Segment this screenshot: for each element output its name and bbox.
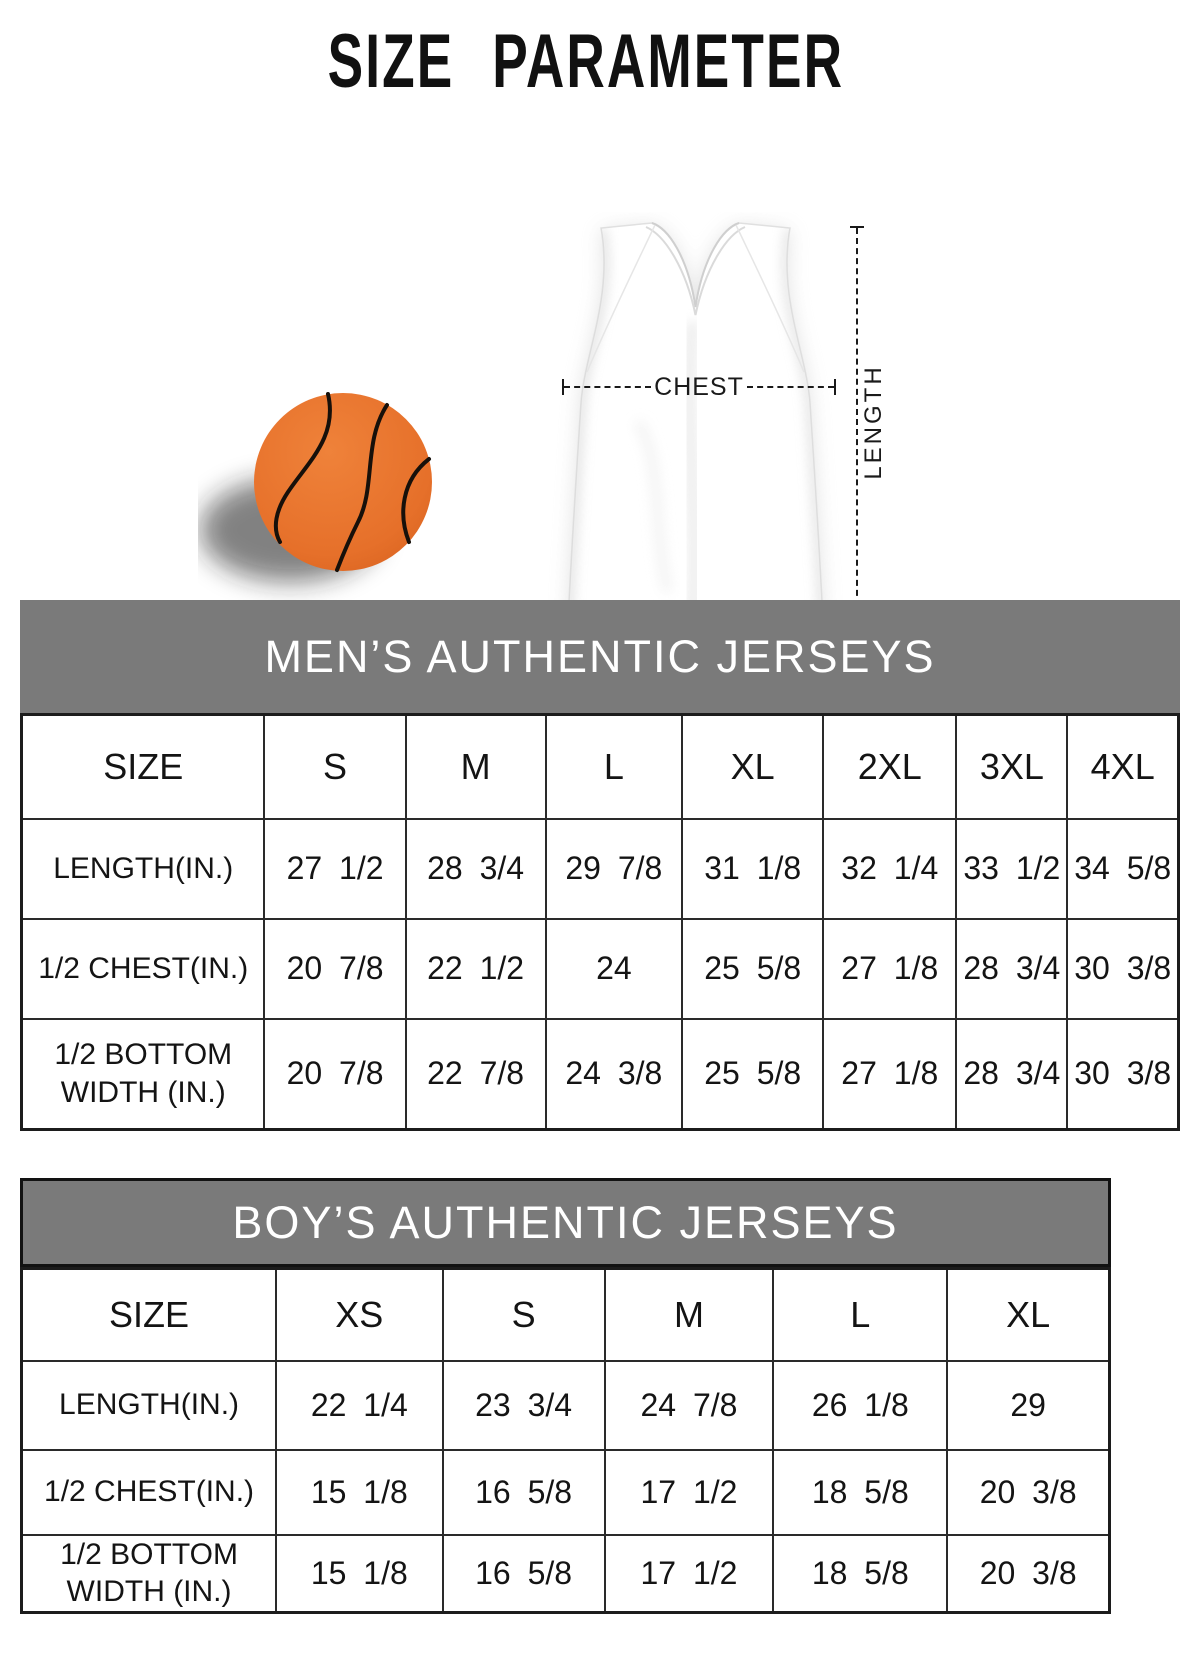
row-label: 1/2 CHEST(IN.)	[20, 1448, 278, 1536]
chest-tick-left	[562, 379, 564, 395]
size-value: 28 3/4	[955, 917, 1069, 1020]
length-measure-line: LENGTH	[850, 226, 887, 618]
row-label: LENGTH(IN.)	[20, 817, 266, 920]
jersey-icon	[543, 222, 825, 660]
size-value: 32 1/4	[822, 817, 958, 920]
size-value: 25 5/8	[681, 917, 825, 1020]
page-title: SIZE PARAMETER	[0, 24, 1186, 100]
size-value: 27 1/8	[822, 1017, 958, 1131]
size-value: 22 7/8	[404, 1017, 547, 1131]
size-value: 30 3/8	[1066, 1017, 1180, 1131]
size-value: 15 1/8	[275, 1448, 444, 1536]
size-value: 16 5/8	[441, 1533, 606, 1613]
col-header: L	[544, 713, 684, 820]
col-header: 4XL	[1066, 713, 1180, 820]
jersey-seam-right	[735, 224, 805, 373]
col-header: XL	[946, 1267, 1111, 1362]
size-value: 23 3/4	[441, 1359, 606, 1451]
size-value: 16 5/8	[441, 1448, 606, 1536]
col-header: 3XL	[955, 713, 1069, 820]
jersey-seam-left	[586, 224, 656, 373]
size-value: 24 3/8	[544, 1017, 684, 1131]
size-value: 22 1/4	[275, 1359, 444, 1451]
size-value: 22 1/2	[404, 917, 547, 1020]
size-value: 20 3/8	[946, 1533, 1111, 1613]
mens-size-table: SIZE S M L XL 2XL 3XL 4XL LENGTH(IN.) 27…	[20, 713, 1180, 1131]
col-header: S	[441, 1267, 606, 1362]
boys-size-section: BOY’S AUTHENTIC JERSEYS SIZE XS S M L XL…	[20, 1178, 1111, 1614]
boys-size-table: SIZE XS S M L XL LENGTH(IN.) 22 1/4 23 3…	[20, 1267, 1111, 1614]
jersey-collar-inner	[645, 226, 746, 316]
mens-section-title: MEN’S AUTHENTIC JERSEYS	[264, 630, 936, 682]
length-tick-top	[850, 226, 864, 228]
size-value: 30 3/8	[1066, 917, 1180, 1020]
size-value: 20 3/8	[946, 1448, 1111, 1536]
size-value: 20 7/8	[263, 917, 407, 1020]
length-dash	[856, 228, 858, 616]
boys-section-band: BOY’S AUTHENTIC JERSEYS	[20, 1178, 1111, 1267]
boys-header-row: SIZE XS S M L XL	[20, 1267, 1111, 1362]
mens-chest-row: 1/2 CHEST(IN.) 20 7/8 22 1/2 24 25 5/8 2…	[20, 917, 1180, 1020]
mens-section-band: MEN’S AUTHENTIC JERSEYS	[20, 600, 1180, 713]
size-value: 24 7/8	[603, 1359, 775, 1451]
col-header: XL	[681, 713, 825, 820]
col-header: S	[263, 713, 407, 820]
col-header: SIZE	[20, 713, 266, 820]
size-value: 27 1/2	[263, 817, 407, 920]
boys-chest-row: 1/2 CHEST(IN.) 15 1/8 16 5/8 17 1/2 18 5…	[20, 1448, 1111, 1536]
chest-measure-line: CHEST	[562, 373, 837, 401]
size-value: 33 1/2	[955, 817, 1069, 920]
size-value: 28 3/4	[955, 1017, 1069, 1131]
size-value: 26 1/8	[772, 1359, 949, 1451]
length-label: LENGTH	[860, 364, 887, 480]
size-value: 34 5/8	[1066, 817, 1180, 920]
col-header: M	[404, 713, 547, 820]
col-header: L	[772, 1267, 949, 1362]
basketball-icon	[200, 392, 432, 582]
hero-illustration: CHEST LENGTH	[0, 100, 1200, 660]
size-value: 31 1/8	[681, 817, 825, 920]
boys-section-title: BOY’S AUTHENTIC JERSEYS	[232, 1196, 899, 1248]
basketball-seams	[273, 392, 431, 572]
row-label: 1/2 BOTTOM WIDTH (IN.)	[20, 1533, 278, 1613]
col-header: M	[603, 1267, 775, 1362]
size-value: 17 1/2	[603, 1533, 775, 1613]
page-title-text: SIZE PARAMETER	[327, 19, 845, 104]
size-value: 17 1/2	[603, 1448, 775, 1536]
chest-dash-left	[564, 386, 652, 388]
chest-dash-right	[746, 386, 835, 388]
chest-tick-right	[834, 379, 837, 395]
col-header: XS	[275, 1267, 444, 1362]
row-label: 1/2 CHEST(IN.)	[20, 917, 266, 1020]
size-value: 18 5/8	[772, 1448, 949, 1536]
size-value: 27 1/8	[822, 917, 958, 1020]
mens-size-section: MEN’S AUTHENTIC JERSEYS SIZE S M L XL 2X…	[20, 600, 1180, 1131]
boys-length-row: LENGTH(IN.) 22 1/4 23 3/4 24 7/8 26 1/8 …	[20, 1359, 1111, 1451]
size-value: 28 3/4	[404, 817, 547, 920]
mens-length-row: LENGTH(IN.) 27 1/2 28 3/4 29 7/8 31 1/8 …	[20, 817, 1180, 920]
col-header: SIZE	[20, 1267, 278, 1362]
jersey-collar-outer	[651, 222, 740, 308]
size-value: 29 7/8	[544, 817, 684, 920]
size-value: 29	[946, 1359, 1111, 1451]
size-value: 20 7/8	[263, 1017, 407, 1131]
row-label: LENGTH(IN.)	[20, 1359, 278, 1451]
row-label: 1/2 BOTTOM WIDTH (IN.)	[20, 1017, 266, 1131]
mens-header-row: SIZE S M L XL 2XL 3XL 4XL	[20, 713, 1180, 820]
size-value: 24	[544, 917, 684, 1020]
chest-label: CHEST	[654, 372, 744, 401]
col-header: 2XL	[822, 713, 958, 820]
mens-bottom-width-row: 1/2 BOTTOM WIDTH (IN.) 20 7/8 22 7/8 24 …	[20, 1017, 1180, 1131]
size-value: 15 1/8	[275, 1533, 444, 1613]
size-value: 25 5/8	[681, 1017, 825, 1131]
boys-bottom-width-row: 1/2 BOTTOM WIDTH (IN.) 15 1/8 16 5/8 17 …	[20, 1533, 1111, 1613]
basketball-body	[254, 393, 432, 571]
size-value: 18 5/8	[772, 1533, 949, 1613]
